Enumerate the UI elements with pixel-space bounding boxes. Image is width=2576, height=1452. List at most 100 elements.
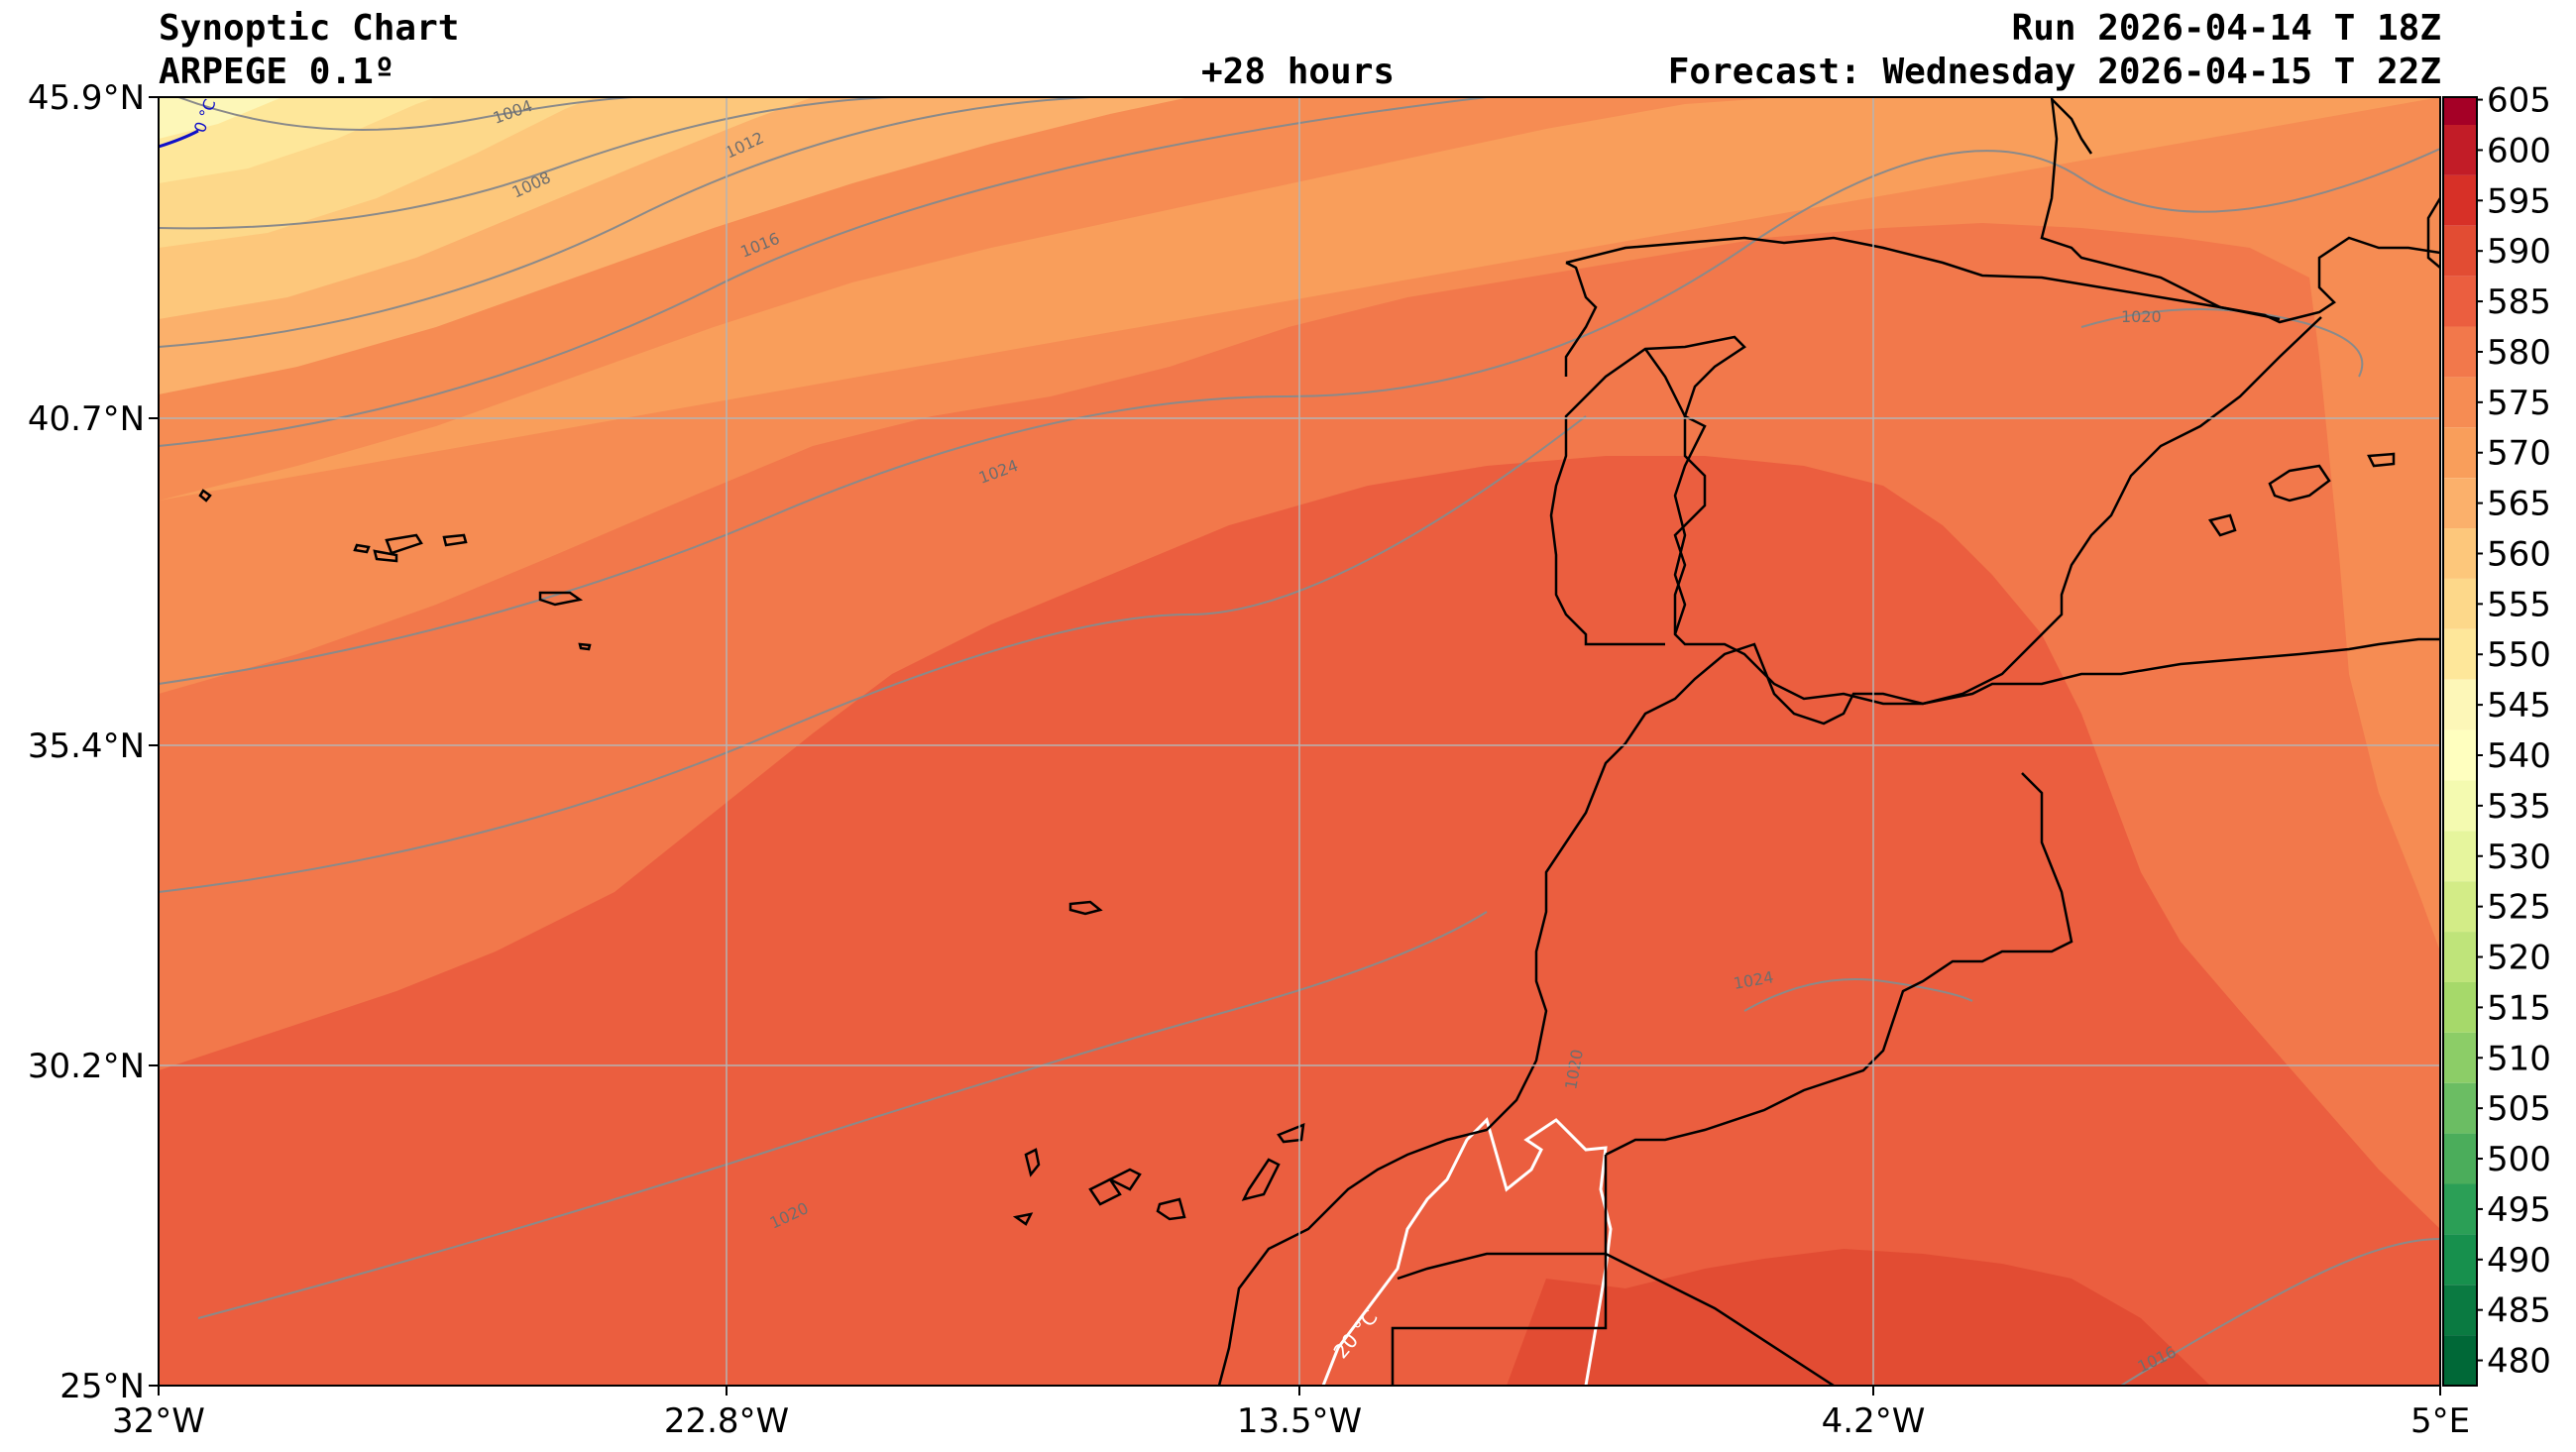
colorbar-label-490: 490 [2487,1241,2551,1281]
portugal-spain-border [1643,348,1707,635]
colorbar-swatch-570 [2443,427,2477,479]
colorbar-swatch-550 [2443,628,2477,680]
colorbar-label-485: 485 [2487,1291,2551,1331]
colorbar-swatch-565 [2443,478,2477,529]
colorbar-swatch-530 [2443,831,2477,882]
colorbar-swatch-545 [2443,679,2477,730]
colorbar-swatch-605 [2443,97,2477,125]
mauritania-border [1391,1254,1608,1386]
isobar-1016-se [2120,1238,2440,1386]
x-tick-labels: 32°W 22.8°W 13.5°W 4.2°W 5°E [112,1401,2470,1441]
isobar-1020-atlas [1743,978,1973,1012]
isobar-1012 [159,97,1091,348]
axis-ticks [149,96,2441,1396]
x-tick-label-22.8w: 22.8°W [664,1401,789,1441]
colorbar-label-530: 530 [2487,838,2551,877]
colorbar-swatch-520 [2443,932,2477,982]
colorbar-swatch-600 [2443,125,2477,175]
colorbar-label-495: 495 [2487,1190,2551,1230]
isobar-1024 [159,415,1587,893]
isobar-label-1020: 1020 [2121,307,2162,326]
colorbar-label-570: 570 [2487,434,2551,474]
y-tick-label-30.2n: 30.2°N [28,1047,145,1086]
isobar-1020-east [2080,308,2364,378]
colorbar-swatch-540 [2443,729,2477,781]
y-tick-label-25n: 25°N [59,1367,145,1406]
azores-island-3 [385,533,423,555]
colorbar-label-545: 545 [2487,686,2551,726]
colorbar-swatch-510 [2443,1032,2477,1083]
canary-island-3 [1088,1177,1122,1206]
isobar-1016-south [197,911,1488,1319]
brittany-coast [2051,98,2093,155]
bay-of-biscay-coast [1564,261,1598,377]
colorbar-label-505: 505 [2487,1089,2551,1129]
map-area: 1004 1008 1012 1016 1020 1024 1024 1020 … [159,97,2440,1386]
colorbar-swatch-595 [2443,174,2477,226]
colorbar-swatch-555 [2443,578,2477,629]
colorbar-label-520: 520 [2487,939,2551,978]
colorbar-label-555: 555 [2487,585,2551,624]
menorca-coast [2367,452,2396,468]
colorbar-label-540: 540 [2487,736,2551,776]
isobar-1004 [177,97,714,131]
colorbar-swatch-590 [2443,225,2477,277]
colorbar-label-605: 605 [2487,81,2551,121]
colorbar-label-480: 480 [2487,1342,2551,1382]
colorbar-swatch-580 [2443,326,2477,378]
gridlines [159,97,2440,1386]
colorbar-swatch-495 [2443,1183,2477,1235]
canary-island-5 [1156,1197,1186,1221]
canary-island-6 [1241,1158,1281,1201]
colorbar-swatch-515 [2443,981,2477,1033]
colorbar-label-595: 595 [2487,181,2551,221]
colorbar-label-500: 500 [2487,1140,2551,1179]
spain-france-border [2219,305,2281,321]
canary-island-1 [1024,1148,1041,1177]
coastlines [198,97,2440,1386]
isotherm-0c [159,129,199,149]
colorbar-label-550: 550 [2487,635,2551,675]
forecast-time: Forecast: Wednesday 2026-04-15 T 22Z [1667,52,2441,92]
north-africa-coast [1217,637,2440,1386]
x-tick-label-5e: 5°E [2410,1401,2470,1441]
colorbar-swatch-535 [2443,780,2477,832]
lead-time: +28 hours [1201,52,1396,92]
colorbar-frame [2442,96,2478,1387]
colorbar-label-600: 600 [2487,131,2551,170]
y-tick-label-35.4n: 35.4°N [28,726,145,766]
mallorca-coast [2268,464,2331,503]
azores-island-5 [373,549,398,563]
colorbar-swatch-500 [2443,1133,2477,1184]
iberia-coast [1549,236,2440,706]
x-tick-label-13.5w: 13.5°W [1237,1401,1362,1441]
colorbar-label-565: 565 [2487,485,2551,524]
colorbar-label-515: 515 [2487,988,2551,1028]
geopotential-band-590-core [1507,1249,2210,1386]
colorbar-swatch-505 [2443,1082,2477,1134]
france-coast [2040,97,2221,309]
x-tick-label-4.2w: 4.2°W [1822,1401,1926,1441]
isobar-1020 [159,148,2440,685]
y-tick-label-40.7n: 40.7°N [28,399,145,439]
colorbar-swatch-485 [2443,1284,2477,1336]
azores-island-1 [198,489,212,503]
azores-island-2 [353,543,371,554]
sardinia-edge [2426,197,2440,269]
azores-island-4 [442,533,468,547]
canary-island-2 [1012,1212,1034,1226]
morocco-algeria-border [1605,772,2073,1157]
colorbar-swatch-490 [2443,1234,2477,1285]
geopotential-band-545 [159,97,282,139]
colorbar-label-585: 585 [2487,282,2551,322]
colorbar-label-575: 575 [2487,384,2551,423]
ibiza-coast [2207,513,2237,537]
canary-island-7 [1277,1123,1305,1144]
canary-island-4 [1107,1168,1142,1191]
colorbar-label-580: 580 [2487,333,2551,373]
y-tick-labels: 45.9°N 40.7°N 35.4°N 30.2°N 25°N [28,78,145,1406]
x-tick-label-32w: 32°W [112,1401,205,1441]
model-name: ARPEGE 0.1º [159,52,395,92]
isobar-1016 [159,97,1488,447]
